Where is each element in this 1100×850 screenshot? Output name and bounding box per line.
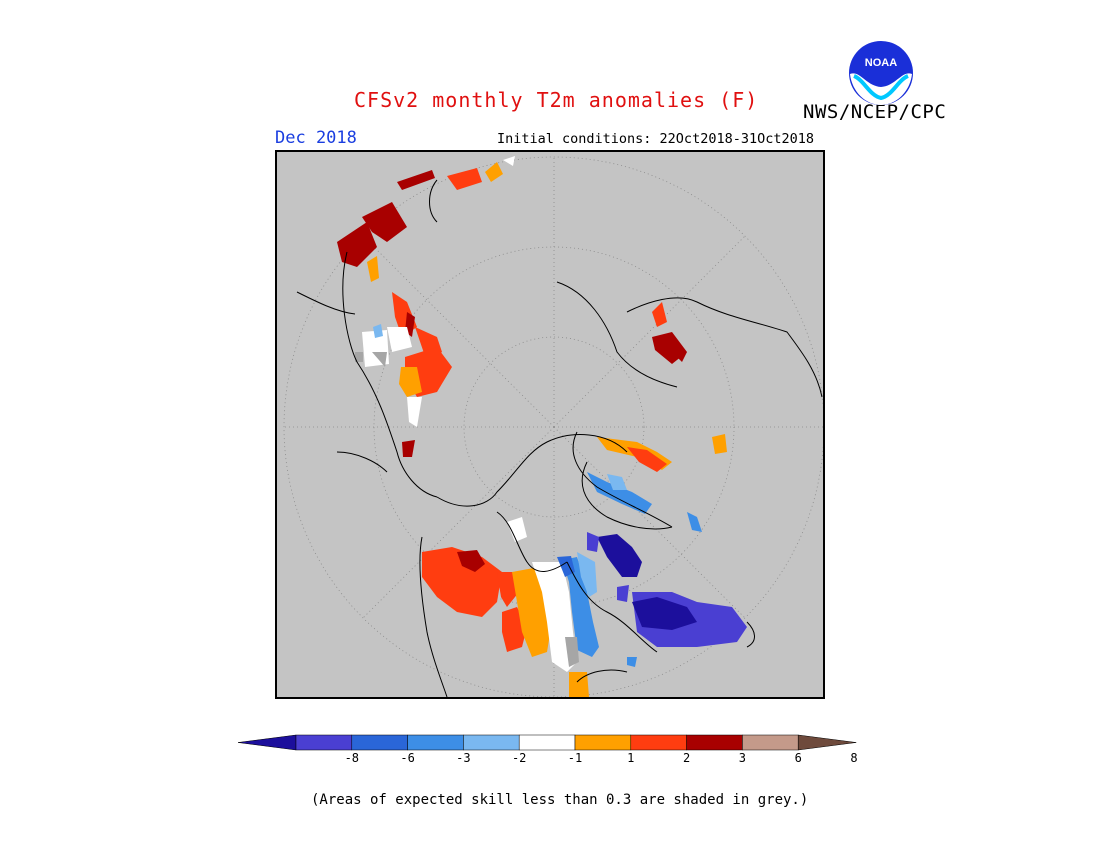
colorbar-segment <box>574 734 632 751</box>
polar-map-panel <box>275 150 825 699</box>
colorbar-tick-label: -3 <box>456 751 471 765</box>
agency-label: NWS/NCEP/CPC <box>803 101 947 123</box>
colorbar-segment <box>351 734 408 751</box>
colorbar-tick-label: -6 <box>400 751 415 765</box>
noaa-logo-icon: NOAA <box>849 41 913 105</box>
colorbar-segment <box>742 734 799 751</box>
initial-conditions-label: Initial conditions: 22Oct2018-31Oct2018 <box>497 131 814 147</box>
forecast-month-label: Dec 2018 <box>275 128 357 148</box>
colorbar-tick-label: 8 <box>850 751 858 765</box>
colorbar-tick-label: 2 <box>682 751 691 765</box>
colorbar-segment <box>518 734 576 751</box>
colorbar-arrow-high <box>797 734 857 751</box>
skill-note: (Areas of expected skill less than 0.3 a… <box>311 792 809 808</box>
colorbar-segment <box>407 734 464 751</box>
colorbar-tick-label: -8 <box>344 751 360 765</box>
colorbar-segments <box>238 734 857 751</box>
colorbar-tick-label: -1 <box>567 751 583 765</box>
greenland-anomaly-patches <box>587 472 747 667</box>
colorbar-tick-label: 1 <box>627 751 635 765</box>
polar-stereographic-map <box>283 156 823 697</box>
logo-text: NOAA <box>865 57 897 69</box>
colorbar-segment <box>463 734 520 751</box>
asia-anomaly-patches <box>597 302 727 472</box>
eurasia-anomaly-patches <box>337 156 515 457</box>
colorbar-segment <box>686 734 743 751</box>
coastlines <box>296 179 823 697</box>
colorbar-tick-label: 6 <box>794 751 802 765</box>
colorbar-tick-label: 3 <box>738 751 747 765</box>
north-america-anomaly-patches <box>422 517 599 697</box>
colorbar-segment <box>295 734 353 751</box>
colorbar <box>238 734 857 751</box>
chart-title: CFSv2 monthly T2m anomalies (F) <box>354 88 759 112</box>
colorbar-segment <box>630 734 687 751</box>
colorbar-arrow-low <box>238 734 297 751</box>
colorbar-tick-label: -2 <box>511 751 527 765</box>
